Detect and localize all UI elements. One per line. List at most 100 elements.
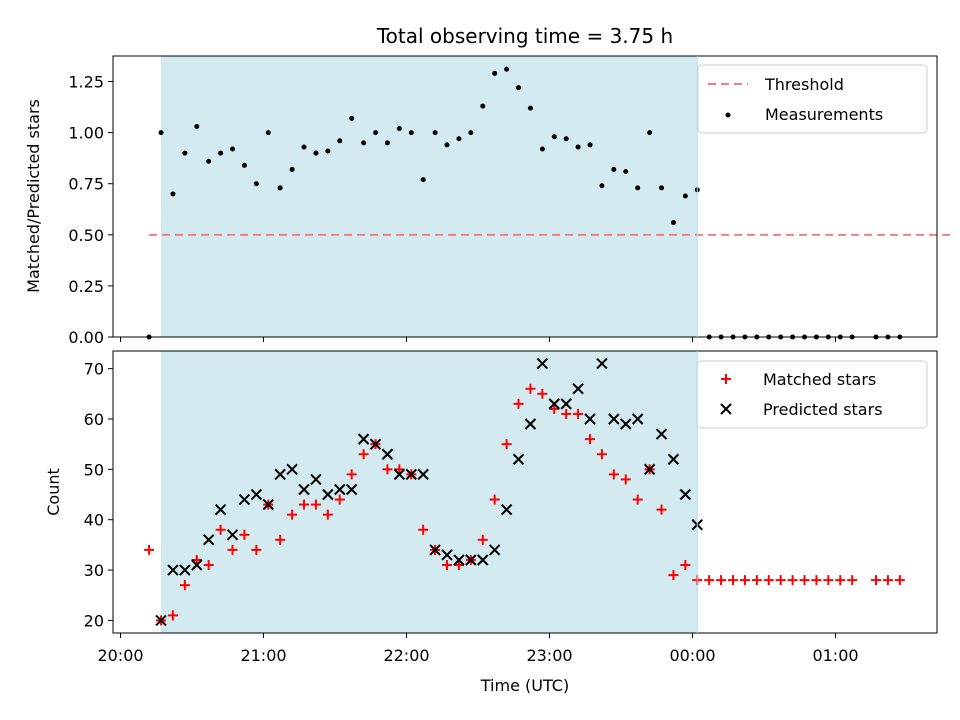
legend-measurements-swatch [725, 112, 731, 118]
matched-star-point [287, 509, 298, 520]
measurement-point [468, 130, 474, 136]
predicted-star-point [381, 448, 394, 460]
measurement-point [182, 150, 188, 156]
matched-star-point [739, 575, 750, 586]
bottom-observing-window-shade [161, 351, 698, 633]
matched-star-point [144, 544, 155, 555]
top-y-tick-label: 0.75 [68, 175, 104, 194]
predicted-star-point [298, 483, 310, 496]
bottom-y-tick-label: 20 [84, 611, 104, 630]
predicted-star-point [596, 357, 608, 370]
matched-star-point [513, 398, 524, 409]
predicted-star-point [524, 418, 537, 430]
predicted-star-point [500, 503, 513, 516]
measurement-point [230, 146, 236, 152]
top-y-tick-label: 0.25 [68, 277, 104, 296]
predicted-star-point [191, 559, 203, 571]
matched-star-point [334, 494, 345, 505]
predicted-star-point [608, 413, 620, 425]
predicted-star-point [620, 418, 632, 430]
measurement-point [158, 130, 164, 136]
measurement-point [587, 142, 593, 148]
predicted-star-point [572, 383, 584, 395]
legend-plus-marker [721, 374, 731, 384]
matched-star-point [549, 403, 560, 414]
bottom-y-tick-label: 70 [84, 360, 104, 379]
predicted-star-point [679, 488, 692, 501]
top-y-tick-label: 0.50 [68, 226, 104, 245]
measurement-point [563, 136, 569, 142]
predicted-star-point [345, 483, 358, 496]
measurement-point [170, 191, 176, 197]
matched-star-point [191, 554, 202, 565]
measurement-point [504, 66, 510, 72]
matched-star-point [882, 575, 893, 586]
chart-title: Total observing time = 3.75 h [376, 24, 673, 48]
legend-predicted-swatch [720, 403, 732, 415]
measurement-point [611, 166, 617, 172]
predicted-star-point [250, 488, 263, 501]
predicted-star-point [667, 453, 680, 465]
predicted-star-point [512, 453, 525, 465]
matched-star-point [525, 383, 536, 394]
measurement-point [384, 140, 390, 146]
x-tick-label: 23:00 [526, 646, 572, 665]
bottom-y-tick-label: 30 [84, 561, 104, 580]
top-observing-window-shade [161, 56, 698, 337]
bottom-axes-frame [112, 350, 938, 634]
legend-threshold-label: Threshold [764, 75, 844, 94]
measurement-point [361, 140, 367, 146]
measurement-point [313, 150, 319, 156]
matched-star-point [763, 575, 774, 586]
legend-predicted-label: Predicted stars [763, 400, 883, 419]
predicted-star-point [631, 413, 644, 425]
predicted-star-point [417, 468, 429, 481]
matched-star-point [573, 408, 584, 419]
top-y-tick-label: 1.25 [68, 73, 104, 92]
predicted-star-point [441, 549, 453, 561]
predicted-star-point [453, 554, 465, 566]
measurement-point [432, 130, 438, 136]
measurement-point [396, 126, 402, 132]
measurement-point [527, 105, 533, 111]
matched-star-point [823, 575, 834, 586]
measurement-point [456, 136, 462, 142]
measurement-point [277, 185, 283, 191]
matched-star-point [215, 524, 226, 535]
bottom-y-tick-label: 60 [84, 410, 104, 429]
predicted-star-point [655, 428, 668, 440]
top-y-axis-label: Matched/Predicted stars [24, 99, 43, 293]
matched-star-point [632, 494, 643, 505]
predicted-star-point [179, 564, 191, 576]
predicted-star-point [334, 483, 346, 496]
measurement-point [635, 185, 641, 191]
top-legend: Threshold Measurements [697, 64, 928, 134]
measurement-point [194, 124, 200, 130]
matched-star-point [656, 504, 667, 515]
measurement-point [253, 181, 259, 187]
bottom-legend: Matched stars Predicted stars [696, 360, 928, 429]
predicted-star-point [202, 534, 215, 546]
predicted-star-point [167, 564, 179, 576]
measurement-point [492, 70, 498, 76]
top-axes-frame [112, 55, 938, 338]
bottom-y-tick-label: 50 [84, 460, 104, 479]
x-tick-label: 21:00 [240, 646, 286, 665]
matched-star-point [847, 575, 858, 586]
matched-star-point [442, 560, 453, 571]
predicted-star-point [262, 498, 274, 511]
measurement-point [289, 166, 295, 172]
predicted-star-point [286, 463, 298, 476]
predicted-star-point [369, 438, 382, 450]
matched-star-point [167, 610, 178, 621]
matched-star-point [668, 570, 679, 581]
top-panel: Total observing time = 3.75 h 0.00 0.25 0.… [24, 24, 950, 347]
matched-star-point [537, 388, 548, 399]
matched-star-point [310, 499, 321, 510]
measurement-point [551, 134, 557, 140]
measurement-point [218, 150, 224, 156]
matched-star-point [453, 560, 464, 571]
matched-star-point [835, 575, 846, 586]
matched-star-point [608, 469, 619, 480]
matched-star-point [322, 509, 333, 520]
